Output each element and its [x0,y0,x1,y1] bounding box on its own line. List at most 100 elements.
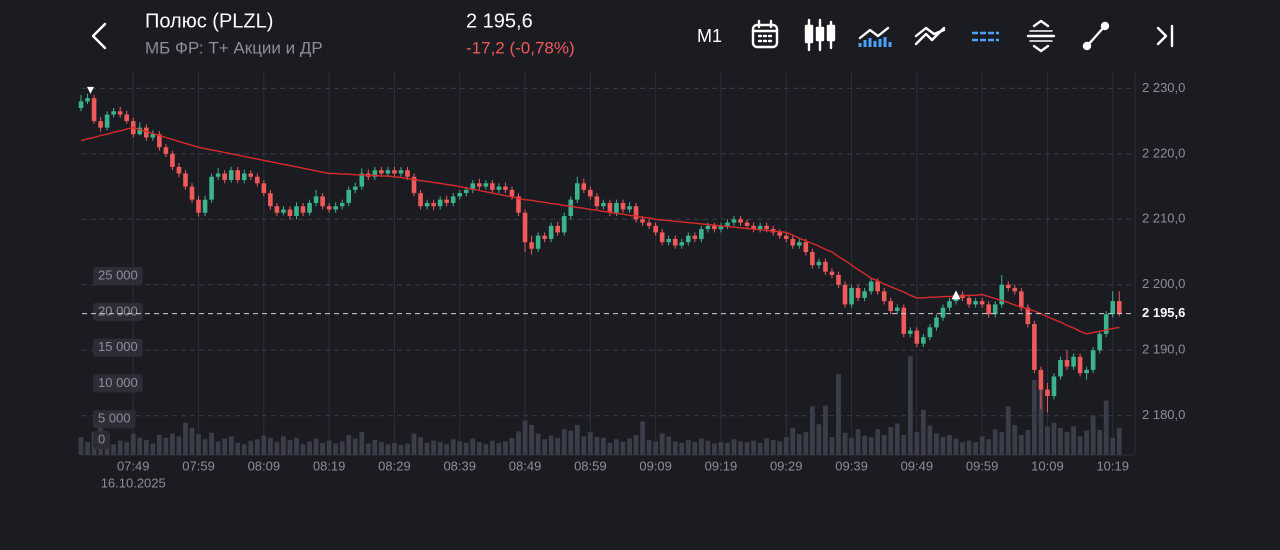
candle-body [431,202,436,207]
volume-bar [398,444,404,455]
candle-body [790,238,796,246]
back-button[interactable] [91,22,107,50]
volume-bar [992,429,998,455]
volume-bar [281,436,286,455]
y-tick-label: 2 180,0 [1142,407,1185,422]
candle-body [372,170,378,177]
candle-body [85,98,90,102]
y-tick-label: 2 200,0 [1142,276,1185,291]
candle-body [281,209,286,213]
volume-tick-label: 0 [98,431,105,446]
scale-button[interactable] [1026,19,1056,53]
volume-bar [261,435,267,455]
volume-bar [313,438,319,455]
candle-body [594,196,600,207]
candle-body [379,170,384,174]
candle-body [1045,389,1050,397]
volume-bar [698,438,704,455]
volume-bar [940,437,946,455]
volume-bar [862,435,867,455]
volume-bar [581,436,587,455]
volume-bar [274,442,280,455]
candle-body [777,232,783,236]
candle-body [810,252,815,266]
candle-body [908,330,913,334]
candle-body [555,225,560,233]
candle-body [823,261,828,272]
volume-bar [561,429,567,455]
candle-body [783,235,789,239]
volume-bar [934,433,939,455]
candle-body [901,307,907,334]
candle-body [457,193,463,197]
volume-bar [78,437,84,455]
x-tick-label: 09:19 [705,458,738,473]
x-tick-label: 10:09 [1031,458,1064,473]
volume-bar [888,427,894,455]
draw-button[interactable] [1082,21,1110,51]
candle-body [392,170,397,174]
volume-bar [731,439,737,455]
candle-body [614,202,619,213]
volume-bar [555,437,561,455]
candle-body [535,235,541,249]
candle-body [999,284,1005,305]
volume-bar [744,442,750,455]
candle-body [927,327,933,338]
volume-bar [666,436,672,455]
candle-body [516,196,521,213]
volume-tick-background [93,302,143,321]
candle-body [1019,291,1024,308]
ticker-title: Полюс (PLZL) [145,10,273,32]
volume-bar [960,442,965,455]
candle-body [849,288,854,305]
x-tick-label: 09:49 [901,458,934,473]
volume-bar [627,438,632,455]
candle-body [992,304,998,315]
volume-bar [1071,426,1076,455]
volume-bar [307,441,312,455]
candle-body [346,189,352,203]
timeframe-button[interactable]: M1 [697,26,722,46]
volume-bar [1110,437,1116,455]
volume-bar [137,437,143,455]
volume-bar [764,438,770,455]
candle-body [490,183,495,190]
volume-bar [633,434,639,455]
volume-bar [881,434,887,455]
candle-body [685,235,691,243]
compare-button[interactable] [914,26,946,46]
indicator-button[interactable] [858,26,892,47]
candle-body [111,111,116,115]
volume-bar [1116,427,1122,455]
volume-bar [385,444,391,455]
candle-body [228,170,234,181]
volume-bar [1077,436,1083,455]
volume-bar [920,409,926,455]
candle-body [261,183,267,194]
volume-bar [254,439,260,455]
candle-body [764,225,769,230]
candle-body [934,317,939,328]
candle-body [503,186,508,190]
volume-tick: 15 000 [93,338,143,357]
volume-bar [999,432,1005,455]
scroll-end-button[interactable] [1156,24,1174,48]
y-tick-label: 2 220,0 [1142,145,1185,160]
candle-body [287,209,293,217]
volume-bar [849,437,854,455]
volume-bar [1045,426,1050,455]
candles-button[interactable] [804,18,836,52]
candle-body [816,261,822,266]
candle-body [176,166,182,174]
volume-bar [1051,422,1057,455]
volume-bar [196,434,201,455]
volume-bar [751,440,756,455]
volume-bar [496,442,502,455]
calendar-button[interactable] [751,19,779,49]
candle-body [947,301,952,308]
volume-bar [783,437,789,455]
volume-bar [1097,429,1103,455]
lines-button[interactable] [972,31,999,42]
